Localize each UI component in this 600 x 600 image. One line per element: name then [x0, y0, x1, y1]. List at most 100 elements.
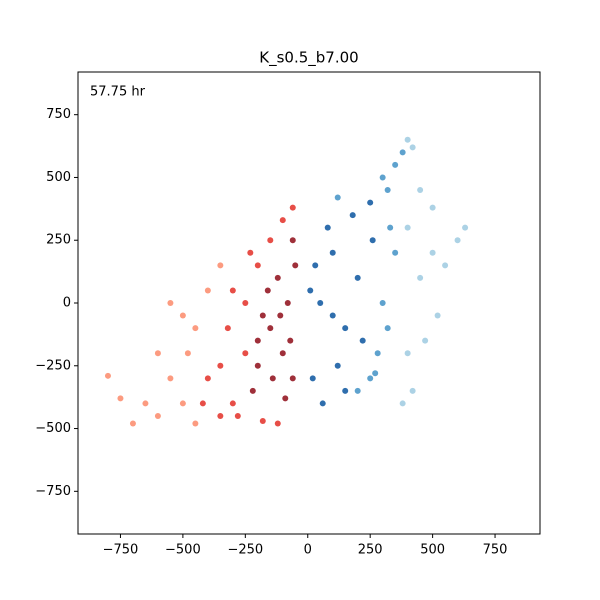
- point: [374, 350, 381, 357]
- point: [324, 224, 331, 231]
- point: [367, 375, 374, 382]
- x-tick-label: −750: [103, 543, 139, 558]
- point: [117, 395, 124, 402]
- y-tick-label: −500: [35, 421, 71, 436]
- point: [179, 312, 186, 319]
- point: [259, 418, 266, 425]
- point: [249, 387, 256, 394]
- point: [199, 400, 206, 407]
- x-tick-label: 250: [358, 543, 383, 558]
- point: [289, 237, 296, 244]
- point: [104, 372, 111, 379]
- point: [317, 300, 324, 306]
- y-tick-label: −250: [35, 358, 71, 373]
- point: [229, 287, 236, 294]
- point: [204, 287, 211, 294]
- point: [264, 287, 271, 294]
- point: [289, 375, 296, 382]
- point: [454, 237, 461, 244]
- point: [334, 362, 341, 369]
- point: [284, 300, 291, 306]
- point: [242, 350, 249, 357]
- plot-frame: [77, 71, 541, 535]
- point: [267, 237, 274, 244]
- point: [404, 224, 411, 231]
- point: [142, 400, 149, 407]
- point: [204, 375, 211, 382]
- x-tick-label: −500: [165, 543, 201, 558]
- point: [184, 350, 191, 357]
- point: [289, 204, 296, 211]
- point: [217, 412, 224, 419]
- point: [354, 274, 361, 281]
- point: [429, 204, 436, 211]
- point: [399, 400, 406, 407]
- point: [417, 274, 424, 281]
- point: [354, 387, 361, 394]
- point: [367, 199, 374, 206]
- point: [387, 224, 394, 231]
- point: [279, 350, 286, 357]
- point: [129, 420, 136, 427]
- point: [384, 325, 391, 332]
- annotation: 57.75 hr: [90, 85, 146, 100]
- x-tick-label: 500: [420, 543, 445, 558]
- point: [167, 300, 174, 306]
- point: [279, 217, 286, 224]
- point: [254, 362, 261, 369]
- point: [399, 149, 406, 156]
- point: [409, 387, 416, 394]
- point: [379, 174, 386, 181]
- point: [434, 312, 441, 319]
- point: [287, 337, 294, 344]
- chart-title: K_s0.5_b7.00: [259, 49, 358, 68]
- point: [379, 300, 386, 306]
- point: [404, 350, 411, 357]
- point: [417, 187, 424, 194]
- point: [312, 262, 319, 269]
- y-tick-label: −750: [35, 484, 71, 499]
- point: [179, 400, 186, 407]
- point: [229, 400, 236, 407]
- point: [192, 325, 199, 332]
- y-tick-label: 750: [46, 107, 71, 122]
- point: [217, 262, 224, 269]
- point: [369, 237, 376, 244]
- point: [342, 387, 349, 394]
- point: [269, 375, 276, 382]
- point: [192, 420, 199, 427]
- point: [224, 325, 231, 332]
- point: [392, 249, 399, 256]
- point: [154, 350, 161, 357]
- point: [282, 395, 289, 402]
- point: [404, 136, 411, 143]
- point: [422, 337, 429, 344]
- point: [359, 337, 366, 344]
- point: [292, 262, 299, 269]
- point: [349, 212, 356, 219]
- point: [392, 161, 399, 168]
- point: [234, 412, 241, 419]
- point: [217, 362, 224, 369]
- y-tick-label: 0: [63, 296, 71, 311]
- point: [342, 325, 349, 332]
- point: [254, 337, 261, 344]
- point: [309, 375, 316, 382]
- point: [409, 144, 416, 151]
- point: [259, 312, 266, 319]
- point: [334, 194, 341, 201]
- point: [277, 312, 284, 319]
- point: [384, 187, 391, 194]
- point: [429, 249, 436, 256]
- point: [307, 287, 314, 294]
- point: [247, 249, 254, 256]
- point: [442, 262, 449, 269]
- point: [319, 400, 326, 407]
- point: [254, 262, 261, 269]
- point: [167, 375, 174, 382]
- x-tick-label: −250: [227, 543, 263, 558]
- point: [462, 224, 469, 231]
- point: [154, 412, 161, 419]
- point: [372, 370, 379, 377]
- y-tick-label: 250: [46, 233, 71, 248]
